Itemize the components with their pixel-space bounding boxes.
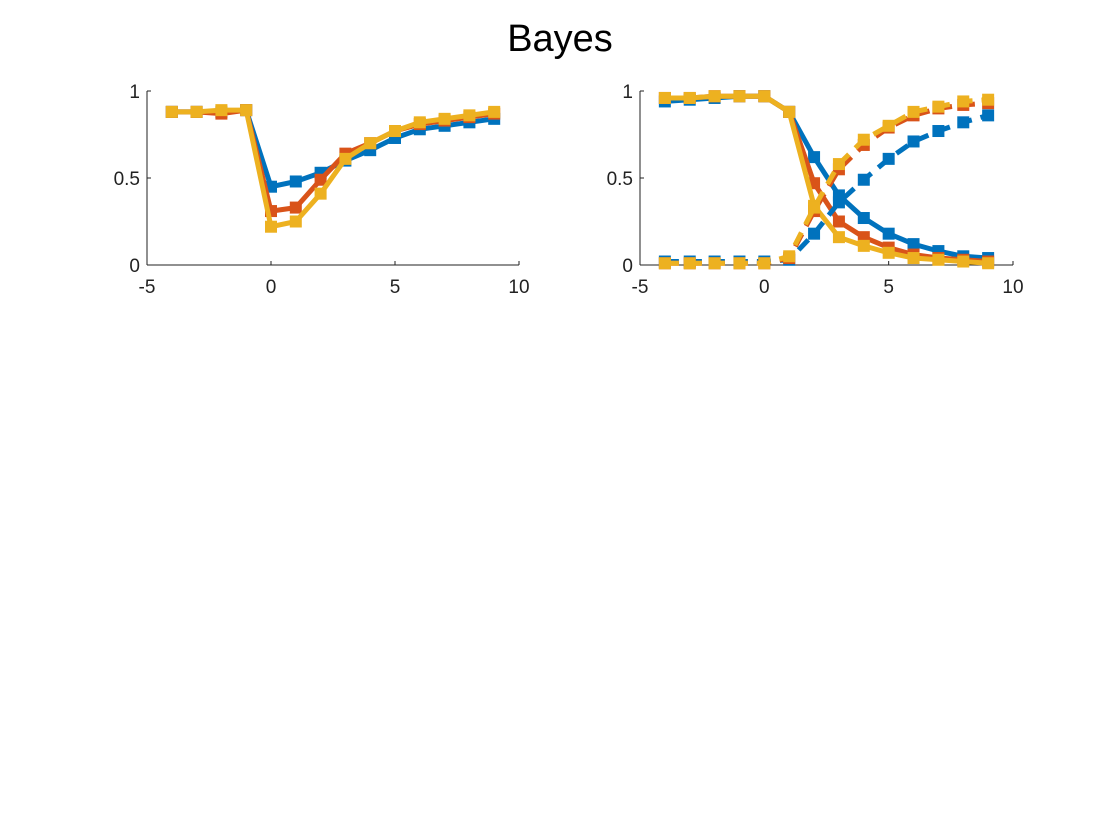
x-tick-label: 10 (1002, 277, 1023, 298)
data-point-marker (882, 152, 895, 165)
data-point-marker (957, 95, 970, 108)
data-point-marker (240, 104, 253, 117)
data-point-marker (982, 109, 995, 122)
y-tick-label: 0.5 (114, 169, 140, 190)
y-tick-label: 1 (622, 82, 633, 103)
data-point-marker (658, 257, 671, 270)
data-point-marker (882, 246, 895, 259)
data-point-marker (808, 151, 821, 164)
data-point-marker (907, 238, 920, 251)
data-point-marker (882, 227, 895, 240)
data-point-marker (957, 116, 970, 129)
data-point-marker (289, 175, 302, 188)
data-point-marker (314, 173, 327, 186)
data-point-marker (215, 104, 228, 117)
x-tick-label: -5 (632, 277, 649, 298)
data-point-marker (289, 201, 302, 214)
data-point-marker (265, 220, 277, 233)
data-point-marker (832, 196, 845, 209)
x-tick-label: 0 (759, 277, 770, 298)
data-point-marker (190, 105, 203, 118)
data-point-marker (314, 187, 327, 200)
data-point-marker (389, 125, 401, 138)
data-point-marker (165, 105, 178, 118)
x-tick-label: 10 (508, 277, 529, 298)
y-tick-label: 0 (129, 256, 140, 277)
data-point-marker (932, 253, 945, 266)
data-point-marker (758, 257, 771, 270)
data-point-marker (808, 227, 821, 240)
series-line-0 (664, 93, 989, 261)
data-point-marker (882, 119, 895, 132)
data-point-marker (733, 257, 746, 270)
data-point-marker (932, 125, 945, 138)
data-point-marker (683, 91, 696, 104)
data-point-marker (438, 112, 451, 125)
x-tick-label: 5 (390, 277, 401, 298)
data-point-marker (982, 257, 995, 270)
x-tick-label: 0 (266, 277, 277, 298)
data-point-marker (783, 105, 796, 118)
data-point-marker (808, 201, 821, 214)
y-tick-label: 0 (622, 256, 633, 277)
data-point-marker (857, 133, 870, 146)
data-point-marker (907, 105, 920, 118)
series-line-3 (664, 112, 989, 264)
data-point-marker (339, 152, 352, 165)
data-point-marker (907, 135, 920, 148)
x-tick-label: -5 (139, 277, 156, 298)
data-point-marker (733, 90, 746, 103)
data-point-marker (658, 91, 671, 104)
data-point-marker (832, 158, 845, 171)
figure-title: Bayes (507, 18, 613, 60)
data-point-marker (289, 215, 302, 228)
series-line-5 (664, 97, 989, 266)
data-point-marker (857, 173, 870, 186)
data-point-marker (907, 252, 920, 265)
data-point-marker (832, 231, 845, 244)
data-point-marker (832, 215, 845, 228)
data-point-marker (932, 100, 945, 113)
data-point-marker (957, 255, 970, 268)
data-point-marker (463, 109, 476, 122)
data-point-marker (708, 90, 721, 103)
data-point-marker (783, 250, 796, 263)
data-point-marker (758, 90, 771, 103)
x-tick-label: 5 (883, 277, 894, 298)
data-point-marker (982, 93, 995, 106)
y-tick-label: 1 (129, 82, 140, 103)
data-point-marker (708, 257, 721, 270)
data-point-marker (683, 257, 696, 270)
data-point-marker (413, 116, 426, 129)
data-point-marker (364, 137, 377, 150)
data-point-marker (857, 212, 870, 225)
data-point-marker (857, 239, 870, 252)
data-point-marker (488, 105, 501, 118)
y-tick-label: 0.5 (607, 169, 633, 190)
